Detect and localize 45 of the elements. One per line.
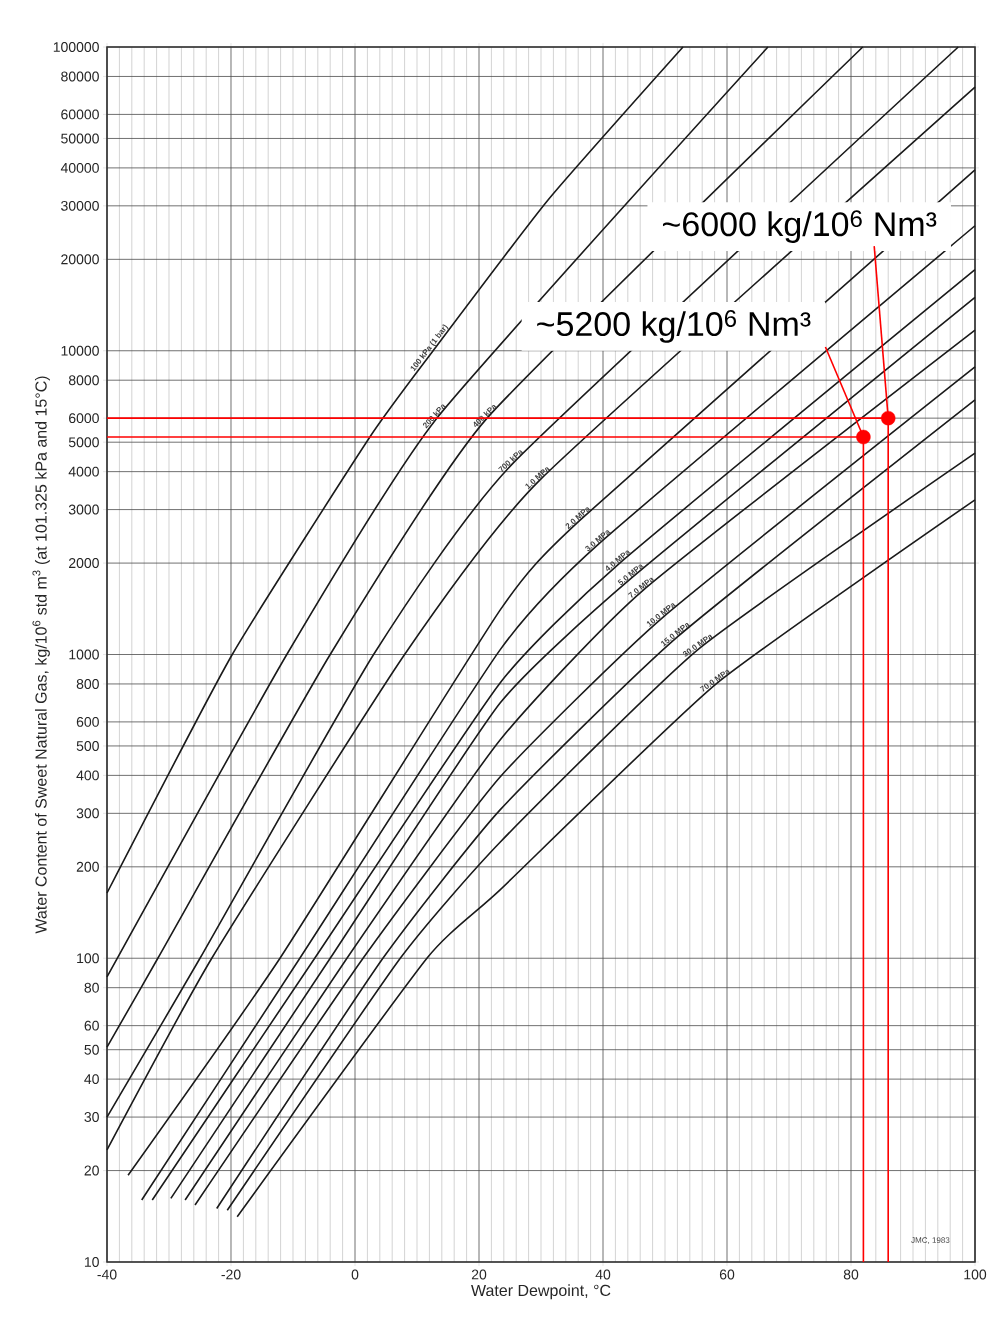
- y-tick-label: 30: [84, 1112, 99, 1123]
- x-tick-label: 20: [471, 1269, 487, 1280]
- y-tick-label: 80000: [61, 71, 99, 82]
- y-tick-label: 200: [76, 861, 99, 872]
- x-tick-label: 80: [843, 1269, 859, 1280]
- x-tick-label: 60: [719, 1269, 735, 1280]
- x-tick-label: 0: [351, 1269, 359, 1280]
- y-tick-label: 400: [76, 770, 99, 781]
- y-tick-label: 3000: [68, 504, 99, 515]
- y-tick-label: 300: [76, 808, 99, 819]
- y-tick-label: 6000: [69, 413, 99, 424]
- annotation: ~5200 kg/10$^{6}$ Nm³: [537, 310, 811, 343]
- y-tick-label: 100: [77, 953, 99, 964]
- y-tick-label: 60000: [61, 109, 99, 120]
- y-tick-label: 50000: [61, 133, 99, 144]
- y-tick-label: 40000: [60, 162, 99, 173]
- x-tick-label: -20: [221, 1269, 241, 1280]
- y-tick-label: 40: [84, 1074, 99, 1085]
- y-tick-label: 4000: [68, 466, 99, 477]
- y-tick-label: 8000: [68, 375, 99, 386]
- y-axis-title: Water Content of Sweet Natural Gas, kg/10$^{6}$ std m$^{3}$ (at 101.325 kPa and 15°C): [32, 376, 50, 934]
- y-tick-label: 60: [84, 1020, 99, 1031]
- y-tick-label: 800: [76, 678, 99, 689]
- x-tick-label: 100: [964, 1269, 987, 1280]
- y-tick-label: 50: [84, 1044, 99, 1055]
- y-tick-label: 100000: [53, 42, 99, 52]
- text: 7.0 MPa: [627, 577, 655, 598]
- x-axis-title: Water Dewpoint, °C: [471, 1284, 611, 1300]
- y-tick-label: 10000: [61, 345, 99, 356]
- y-tick-label: 600: [76, 716, 99, 727]
- x-tick-label: 40: [595, 1269, 611, 1280]
- y-tick-label: 80: [84, 982, 99, 993]
- y-tick-label: 10: [84, 1257, 99, 1267]
- text: 700 kPa: [498, 450, 524, 472]
- x-tick-label: -40: [97, 1269, 117, 1280]
- y-tick-label: 30000: [61, 200, 99, 211]
- y-tick-label: 500: [76, 740, 99, 751]
- annotation: ~6000 kg/10$^{6}$ Nm³: [662, 210, 937, 243]
- y-tick-label: 2000: [69, 558, 99, 569]
- y-tick-label: 20000: [61, 254, 99, 265]
- y-tick-label: 20: [84, 1165, 99, 1176]
- annotation: JMC, 1983: [911, 1237, 950, 1244]
- y-tick-label: 5000: [68, 437, 99, 448]
- text: 70.0 MPa: [699, 669, 731, 692]
- y-tick-label: 1000: [69, 649, 99, 660]
